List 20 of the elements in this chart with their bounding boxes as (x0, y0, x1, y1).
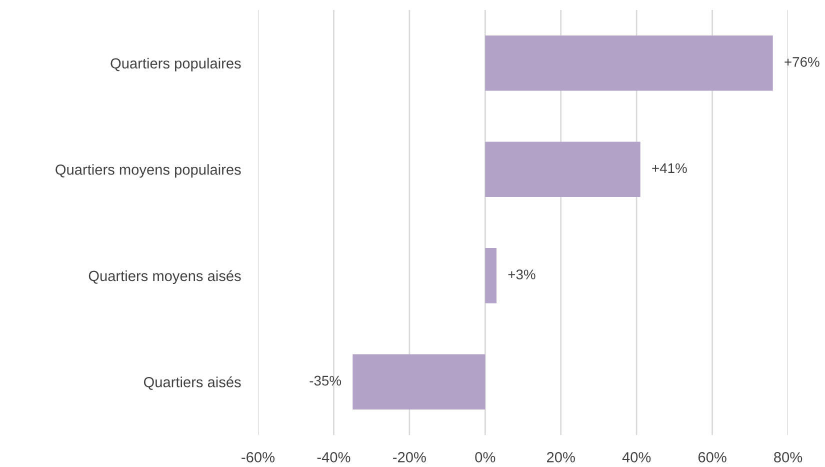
bar (485, 36, 773, 91)
data-label: -35% (310, 376, 342, 386)
x-tick-label: 0% (475, 452, 496, 462)
x-tick-label: 40% (622, 452, 651, 462)
data-label: +3% (508, 270, 536, 280)
bar (485, 142, 640, 197)
x-tick-label: -40% (317, 452, 350, 462)
y-tick-label: Quartiers moyens aisés (88, 270, 241, 284)
data-label: +76% (784, 57, 820, 67)
y-tick-label: Quartiers aisés (144, 376, 241, 390)
x-tick-label: -20% (393, 452, 426, 462)
x-tick-label: 60% (698, 452, 726, 462)
x-tick-label: 20% (546, 452, 575, 462)
y-tick-label: Quartiers populaires (110, 58, 241, 72)
bar (352, 354, 486, 410)
x-tick-label: -60% (242, 452, 275, 462)
bar (485, 248, 496, 304)
x-tick-label: 80% (774, 452, 802, 462)
y-tick-label: Quartiers moyens populaires (56, 164, 241, 178)
data-label: +41% (652, 163, 687, 174)
